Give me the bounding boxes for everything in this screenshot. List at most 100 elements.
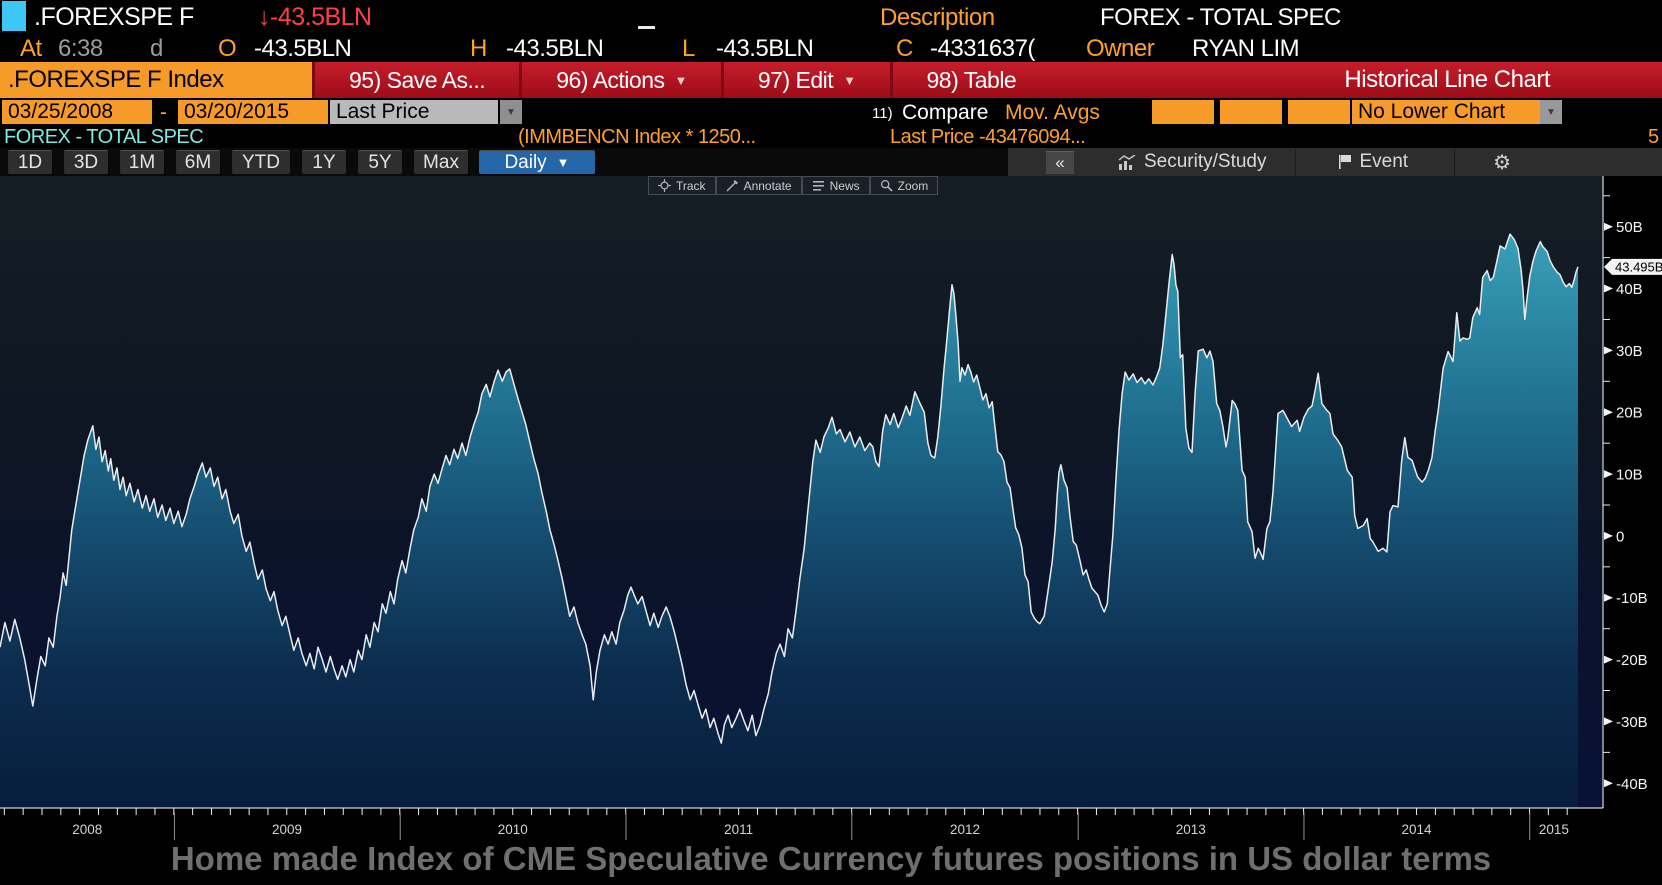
ticker-symbol: .FOREXSPE F [34,3,194,31]
compare-button[interactable]: Compare [902,101,989,124]
description-label: Description [880,4,995,31]
description-value: FOREX - TOTAL SPEC [1100,4,1341,31]
lower-chart-select[interactable]: No Lower Chart [1352,100,1540,124]
tab-1m[interactable]: 1M [120,150,164,174]
tab-1d[interactable]: 1D [8,150,52,174]
svg-text:2008: 2008 [72,822,102,837]
right-digit: 5 [1648,126,1659,148]
tab-frequency-daily[interactable]: Daily ▼ [479,150,595,174]
ohlc-row: At 6:38 d O -43.5BLN H -43.5BLN L -43.5B… [0,33,1662,62]
mov-avg-input-1[interactable] [1152,100,1214,124]
svg-text:10B: 10B [1616,467,1643,484]
double-chevron-left-icon: « [1055,152,1065,172]
owner-value: RYAN LIM [1192,35,1300,62]
price-field-select[interactable]: Last Price [330,100,498,124]
end-date-field[interactable]: 03/20/2015 [178,100,328,124]
start-date-value: 03/25/2008 [8,100,114,123]
tab-3d[interactable]: 3D [64,150,108,174]
high-label: H [470,35,487,62]
chart-area[interactable]: Track Annotate News Zoom 50B 40B 30B 20B 10B 0 -1… [0,176,1662,880]
divider [1294,148,1296,176]
compare-number: 11) [872,105,893,122]
chevron-down-icon: ▼ [506,106,516,118]
track-button[interactable]: Track [648,176,716,195]
tab-5y[interactable]: 5Y [358,150,402,174]
chart-settings-button[interactable]: ⚙ [1493,150,1511,175]
x-axis: 2008 2009 2010 2011 2012 2013 2014 2015 [3,808,1569,840]
price-chart[interactable]: 50B 40B 30B 20B 10B 0 -10B -20B -30B -40B 2008 2009… [0,176,1662,885]
tab-ytd[interactable]: YTD [232,150,290,174]
svg-text:20B: 20B [1616,405,1643,422]
security-last-price: Last Price -43476094... [890,126,1086,148]
svg-text:-40B: -40B [1616,776,1648,793]
low-label: L [682,35,695,62]
svg-text:40B: 40B [1616,281,1643,298]
annotate-button[interactable]: Annotate [715,176,802,195]
collapse-panel-button[interactable]: « [1046,150,1074,174]
chevron-down-icon: ▼ [556,155,570,170]
gear-icon: ⚙ [1493,151,1512,174]
chart-options-strip: « Security/Study Event ⚙ [1008,148,1662,176]
end-date-value: 03/20/2015 [184,100,290,123]
tab-max[interactable]: Max [414,150,468,174]
close-value: -4331637( [930,35,1035,62]
news-button[interactable]: News [801,176,870,195]
menu-item-table[interactable]: 98) Table [889,62,1051,98]
period-tab-row: 1D 3D 1M 6M YTD 1Y 5Y Max Daily ▼ « Security/Stud… [0,148,1662,176]
tab-1y[interactable]: 1Y [302,150,346,174]
index-tab[interactable]: .FOREXSPE F Index [0,62,312,98]
mov-avg-input-2[interactable] [1220,100,1282,124]
open-label: O [218,35,237,62]
menu-item-saveas[interactable]: 95) Save As... [312,62,519,98]
high-value: -43.5BLN [506,35,604,62]
svg-text:2014: 2014 [1402,822,1433,837]
text-cursor [638,26,655,29]
chevron-down-icon: ▼ [1546,106,1556,118]
flag-icon [1338,155,1351,169]
at-time: 6:38 [58,35,103,62]
price-field-dropdown-icon[interactable]: ▼ [500,100,522,124]
menu-item-edit[interactable]: 97) Edit ▼ [720,62,890,98]
zoom-button[interactable]: Zoom [869,176,939,195]
svg-text:-10B: -10B [1616,590,1648,607]
svg-text:2015: 2015 [1539,822,1569,837]
price-field-value: Last Price [336,100,430,123]
svg-text:0: 0 [1616,528,1624,545]
start-date-field[interactable]: 03/25/2008 [2,100,152,124]
owner-label: Owner [1086,35,1155,62]
track-icon [658,179,671,192]
svg-text:2012: 2012 [950,822,980,837]
menu-item-actions[interactable]: 96) Actions ▼ [519,62,721,98]
mov-avg-input-3[interactable] [1288,100,1350,124]
menu-item-label: 95) Save As... [349,66,486,93]
annotate-icon [726,179,739,192]
svg-text:-20B: -20B [1616,652,1648,669]
security-study-button[interactable]: Security/Study [1118,151,1267,173]
security-row: FOREX - TOTAL SPEC (IMMBENCN Index * 125… [0,126,1662,148]
security-formula: (IMMBENCN Index * 1250... [518,126,756,148]
lower-chart-dropdown-icon[interactable]: ▼ [1540,100,1562,124]
menu-item-label: 97) Edit [757,66,834,93]
bar-chart-icon [1118,154,1136,170]
svg-text:-30B: -30B [1616,714,1648,731]
open-value: -43.5BLN [254,35,352,62]
chart-toolbar: Track Annotate News Zoom [648,176,939,197]
menu-bar: .FOREXSPE F Index 95) Save As... 96) Acti… [0,62,1662,98]
price-line [0,233,1579,744]
at-label: At [20,35,42,62]
svg-text:2011: 2011 [724,822,753,837]
last-price-tag: 43.495B [1604,258,1662,275]
close-label: C [896,35,913,62]
lower-chart-value: No Lower Chart [1358,100,1506,123]
svg-text:50B: 50B [1616,219,1643,236]
security-study-label: Security/Study [1144,151,1267,172]
tab-6m[interactable]: 6M [176,150,220,174]
price-chart-svg[interactable]: 50B 40B 30B 20B 10B 0 -10B -20B -30B -40B 2008 2009… [0,176,1662,880]
event-button[interactable]: Event [1338,151,1408,173]
divider [1454,148,1456,176]
menu-items: 95) Save As... 96) Actions ▼ 97) Edit ▼ 98) T… [312,62,1050,98]
menu-item-label: 98) Table [926,66,1017,93]
mov-avgs-button[interactable]: Mov. Avgs [1005,101,1100,124]
security-color-block [2,1,26,31]
range-row: 03/25/2008 - 03/20/2015 Last Price ▼ 11)… [0,98,1662,126]
